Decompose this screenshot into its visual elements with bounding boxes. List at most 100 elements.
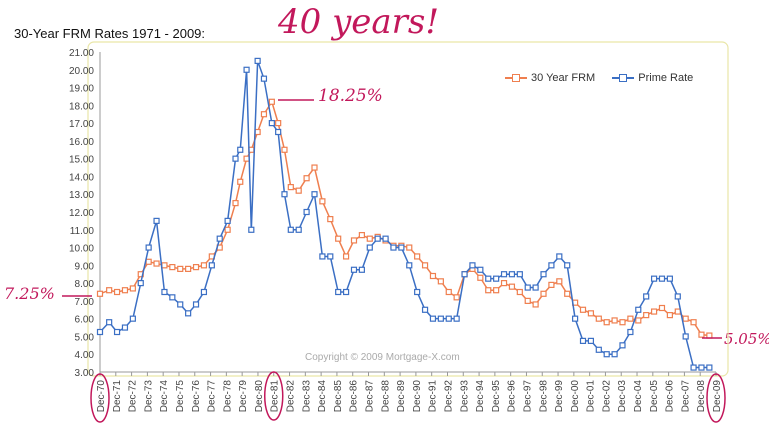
y-tick-label: 8.00 bbox=[75, 279, 95, 290]
x-tick-label: Dec-79 bbox=[238, 380, 249, 413]
series-point-1 bbox=[248, 226, 255, 233]
series-point-1 bbox=[650, 275, 658, 282]
circle-last-label bbox=[706, 373, 726, 423]
x-tick-label: Dec-01 bbox=[586, 380, 597, 413]
y-tick-label: 16.00 bbox=[69, 137, 94, 148]
series-point-1 bbox=[137, 280, 144, 287]
circle-1981-label bbox=[263, 371, 284, 421]
x-tick-label: Dec-04 bbox=[633, 380, 644, 413]
series-point-1 bbox=[658, 275, 666, 282]
series-point-1 bbox=[275, 128, 282, 136]
x-tick-label: Dec-73 bbox=[143, 380, 154, 413]
x-tick-label: Dec-74 bbox=[159, 380, 170, 413]
x-tick-label: Dec-95 bbox=[491, 380, 502, 413]
series-point-1 bbox=[556, 253, 563, 260]
y-tick-label: 12.00 bbox=[69, 208, 94, 219]
series-point-0 bbox=[319, 198, 326, 205]
x-tick-label: Dec-89 bbox=[396, 380, 407, 413]
series-point-0 bbox=[406, 244, 413, 251]
x-tick-label: Dec-03 bbox=[617, 380, 628, 413]
series-point-1 bbox=[611, 351, 618, 358]
series-point-1 bbox=[406, 262, 413, 269]
series-point-1 bbox=[192, 301, 200, 308]
series-point-1 bbox=[398, 244, 405, 251]
series-point-1 bbox=[706, 364, 713, 371]
series-point-0 bbox=[453, 294, 460, 301]
series-point-1 bbox=[429, 315, 437, 322]
series-point-1 bbox=[303, 208, 310, 216]
series-point-0 bbox=[445, 288, 452, 296]
series-point-1 bbox=[469, 262, 476, 269]
x-tick-label: Dec-84 bbox=[317, 380, 328, 413]
series-point-1 bbox=[287, 226, 294, 233]
series-point-0 bbox=[493, 287, 500, 294]
series-point-0 bbox=[643, 312, 650, 319]
series-point-1 bbox=[508, 271, 516, 278]
series-point-1 bbox=[595, 346, 602, 353]
series-point-0 bbox=[540, 290, 547, 297]
series-point-1 bbox=[200, 288, 208, 296]
series-point-1 bbox=[579, 337, 587, 344]
series-point-1 bbox=[461, 271, 468, 278]
y-tick-label: 7.00 bbox=[75, 297, 95, 308]
y-tick-label: 15.00 bbox=[69, 155, 94, 166]
series-point-0 bbox=[548, 281, 555, 288]
series-point-1 bbox=[327, 253, 334, 260]
series-point-0 bbox=[429, 272, 437, 280]
series-point-0 bbox=[587, 310, 595, 317]
x-tick-label: Dec-08 bbox=[696, 380, 707, 413]
series-point-1 bbox=[682, 333, 689, 340]
series-point-0 bbox=[275, 120, 282, 127]
x-tick-label: Dec-75 bbox=[175, 380, 186, 413]
series-point-0 bbox=[200, 262, 208, 269]
y-tick-label: 20.00 bbox=[69, 66, 94, 77]
series-point-1 bbox=[224, 217, 231, 224]
series-point-1 bbox=[516, 271, 523, 278]
series-point-0 bbox=[232, 200, 239, 207]
series-point-1 bbox=[366, 244, 373, 251]
series-point-1 bbox=[437, 315, 444, 322]
series-point-0 bbox=[414, 253, 421, 260]
series-point-0 bbox=[564, 290, 571, 297]
x-tick-label: Dec-82 bbox=[286, 380, 297, 413]
series-point-0 bbox=[579, 306, 587, 313]
series-point-1 bbox=[129, 315, 136, 322]
x-tick-label: Dec-93 bbox=[459, 380, 470, 413]
series-point-1 bbox=[674, 293, 681, 300]
series-point-1 bbox=[627, 328, 634, 336]
series-point-0 bbox=[595, 315, 602, 322]
x-tick-label: Dec-91 bbox=[428, 380, 439, 413]
series-point-0 bbox=[674, 308, 681, 315]
series-point-1 bbox=[390, 244, 397, 251]
series-point-1 bbox=[421, 306, 429, 313]
y-tick-label: 18.00 bbox=[69, 101, 94, 112]
series-point-0 bbox=[129, 285, 136, 292]
x-tick-label: Dec-00 bbox=[570, 380, 581, 413]
series-point-0 bbox=[169, 264, 176, 271]
x-tick-label: Dec-72 bbox=[128, 380, 139, 413]
series-point-1 bbox=[564, 262, 571, 269]
y-tick-label: 10.00 bbox=[69, 244, 94, 255]
series-point-1 bbox=[169, 294, 176, 301]
series-point-1 bbox=[260, 75, 268, 82]
series-point-0 bbox=[185, 265, 192, 272]
series-point-1 bbox=[208, 262, 215, 269]
series-point-0 bbox=[698, 331, 705, 338]
circle-first-label bbox=[90, 373, 110, 423]
series-point-1 bbox=[698, 364, 705, 371]
y-tick-label: 13.00 bbox=[69, 190, 94, 201]
series-point-1 bbox=[295, 226, 302, 233]
handwritten-start-note: 7.25% bbox=[4, 284, 55, 303]
series-point-0 bbox=[161, 262, 168, 269]
series-point-1 bbox=[177, 301, 184, 308]
series-point-1 bbox=[414, 288, 421, 296]
x-tick-label: Dec-76 bbox=[191, 380, 202, 413]
series-point-1 bbox=[445, 315, 452, 322]
y-tick-label: 3.00 bbox=[75, 368, 95, 379]
y-tick-label: 9.00 bbox=[75, 261, 95, 272]
x-tick-label: Dec-99 bbox=[554, 380, 565, 413]
legend-label-prime: Prime Rate bbox=[638, 72, 694, 84]
series-point-1 bbox=[485, 275, 492, 282]
x-tick-label: Dec-85 bbox=[333, 380, 344, 413]
